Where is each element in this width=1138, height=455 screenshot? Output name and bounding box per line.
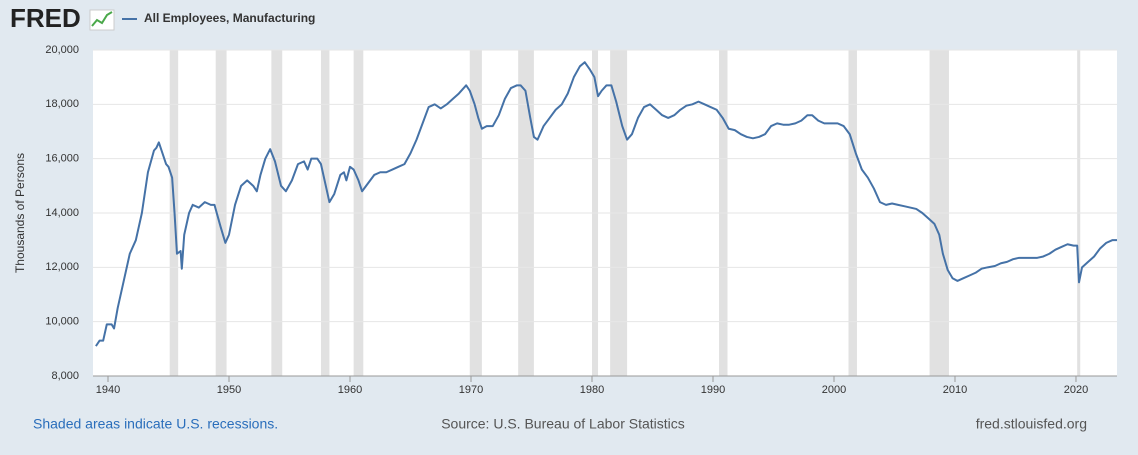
x-tick-label: 1990 [701,384,725,396]
y-tick-label: 12,000 [45,261,79,273]
y-tick-label: 16,000 [45,153,79,165]
y-tick-label: 8,000 [51,370,79,382]
source: Source: U.S. Bureau of Labor Statistics [441,416,685,432]
y-tick-label: 10,000 [45,316,79,328]
x-tick-label: 1940 [96,384,120,396]
recession-note[interactable]: Shaded areas indicate U.S. recessions. [33,416,278,432]
logo-icon [89,9,115,31]
y-axis-label: Thousands of Persons [13,153,27,273]
x-tick-label: 2020 [1064,384,1088,396]
y-tick-label: 14,000 [45,207,79,219]
x-tick-label: 2000 [822,384,846,396]
x-tick-label: 1970 [459,384,483,396]
y-tick-label: 20,000 [45,44,79,56]
legend-label: All Employees, Manufacturing [144,11,315,25]
x-tick-label: 1980 [580,384,604,396]
y-tick-label: 18,000 [45,98,79,110]
plot [93,49,1117,377]
series-line [95,61,1117,347]
x-tick-label: 2010 [943,384,967,396]
x-tick-label: 1960 [338,384,362,396]
logo: FRED [10,3,81,33]
x-tick-label: 1950 [217,384,241,396]
site: fred.stlouisfed.org [976,416,1087,432]
